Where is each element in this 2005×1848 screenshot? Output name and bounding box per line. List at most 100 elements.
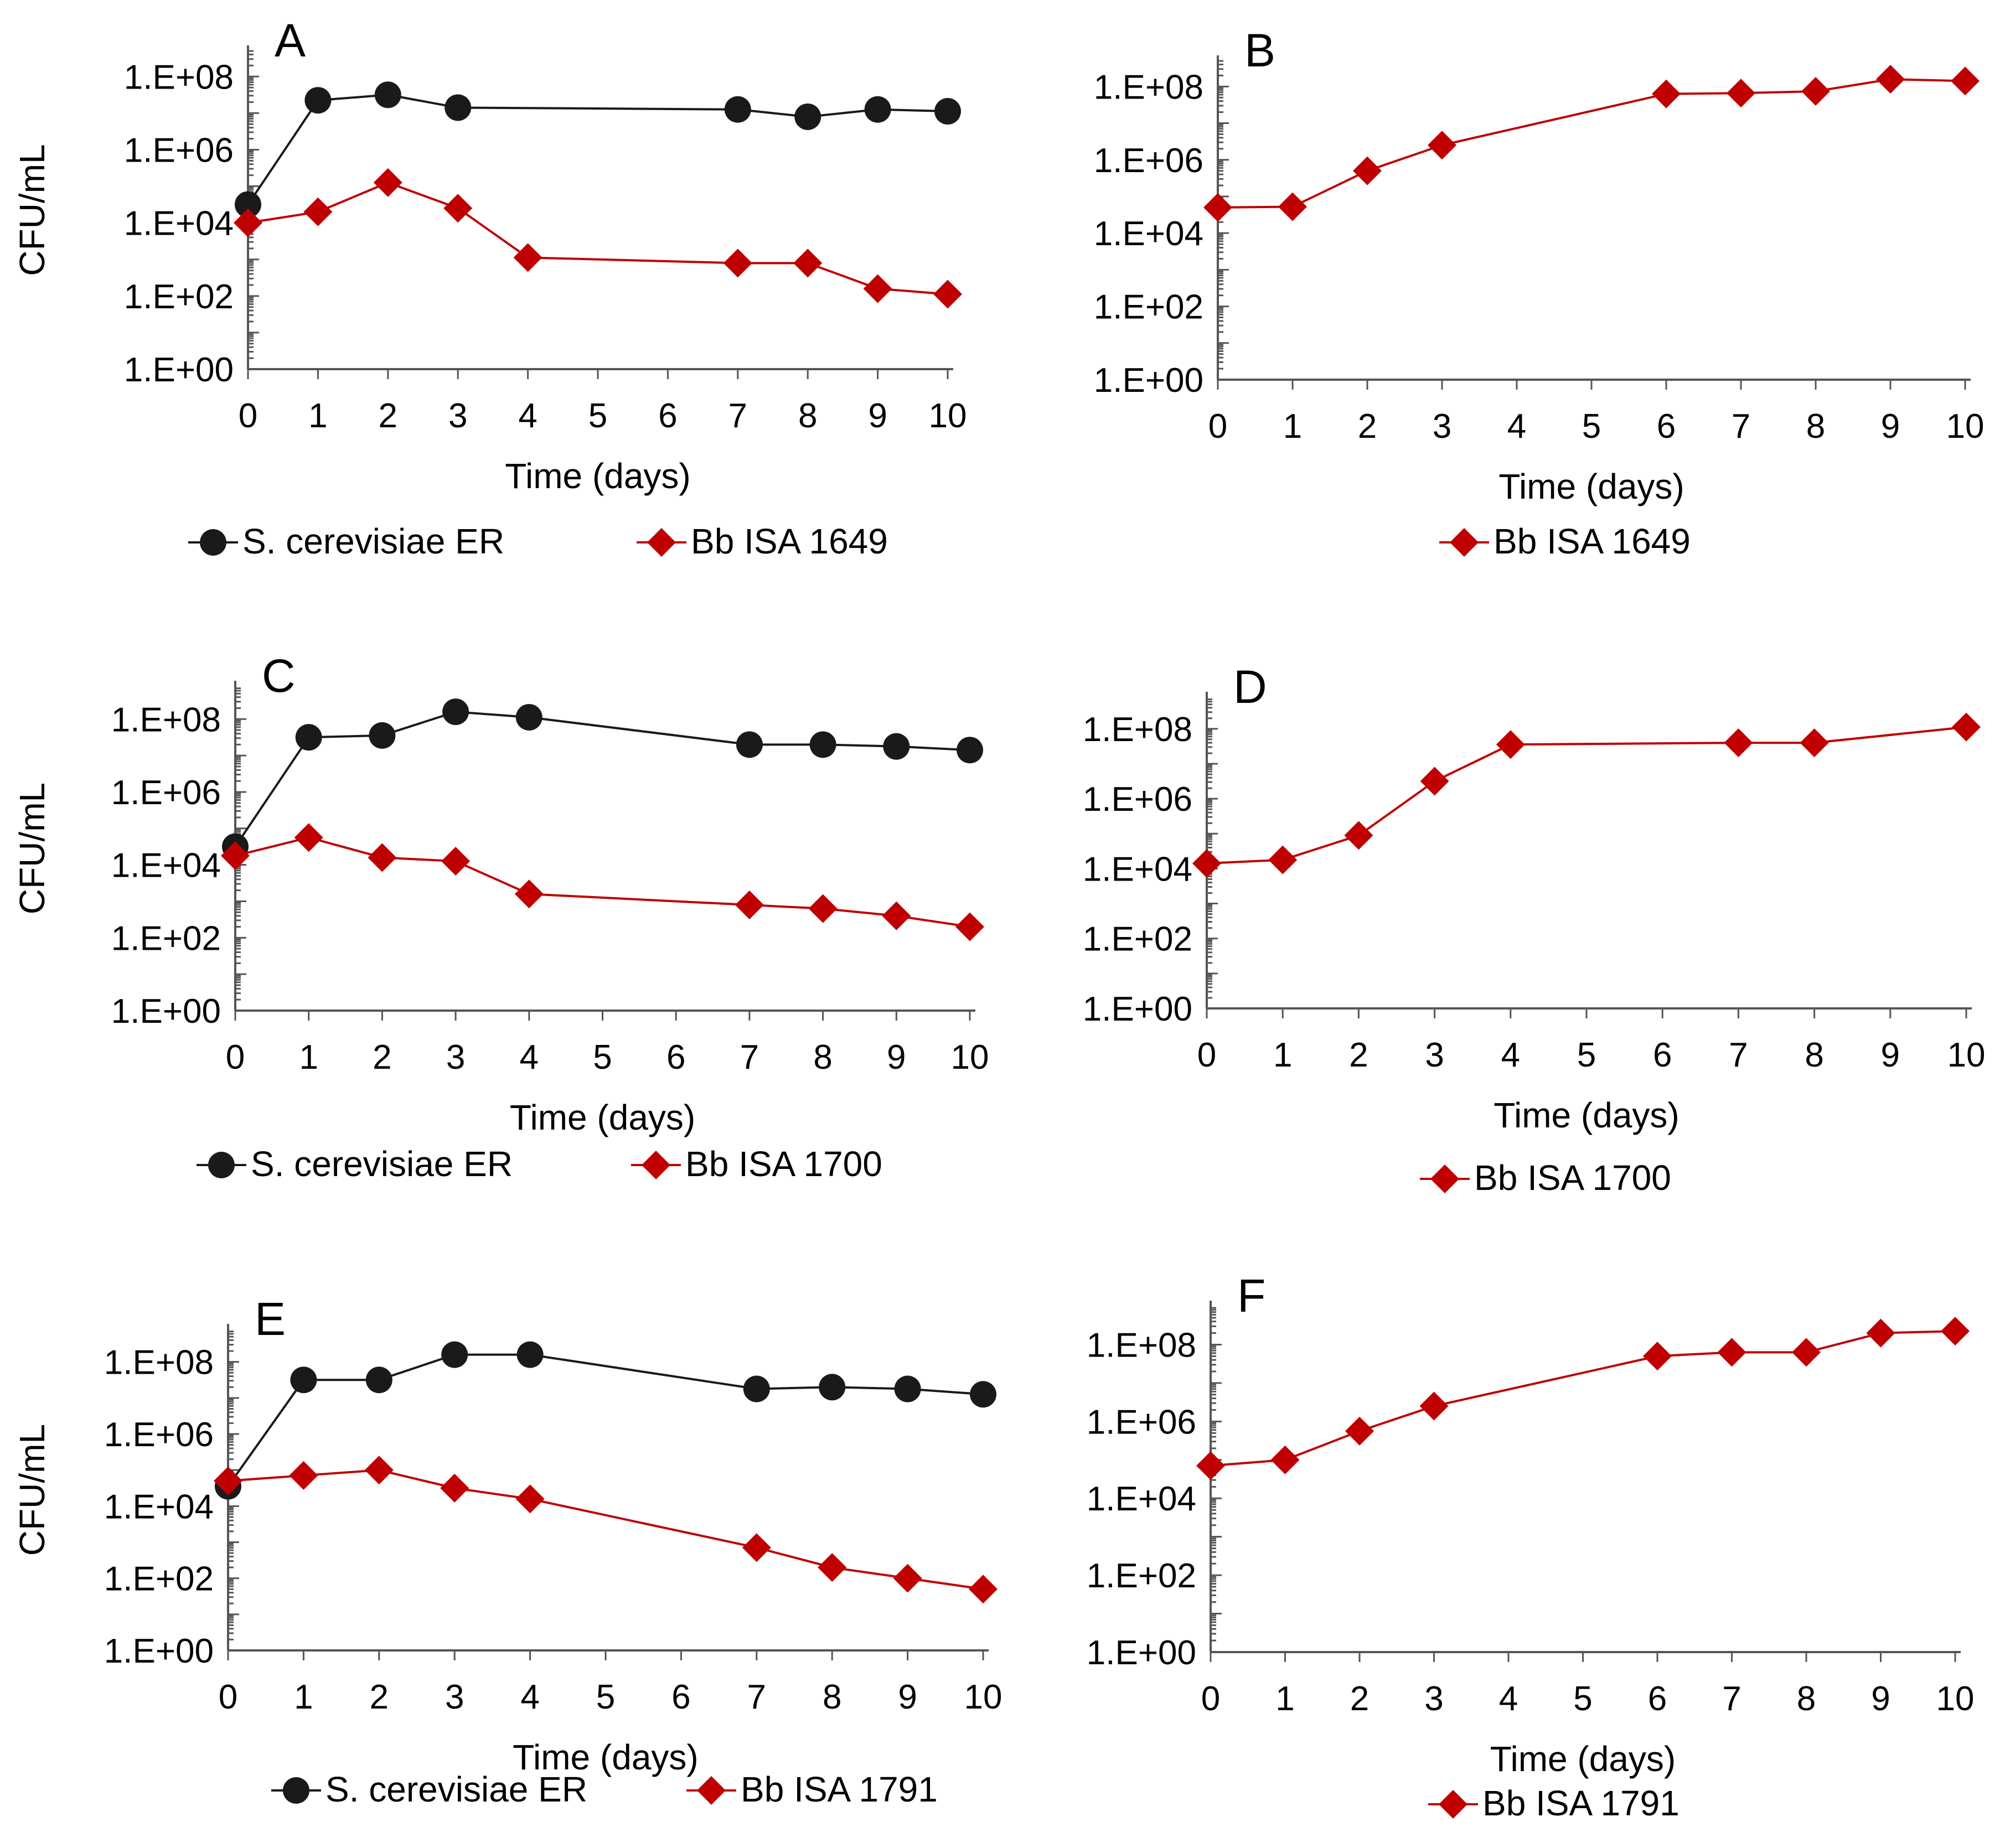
x-tick-label: 6 — [666, 1038, 685, 1076]
legend-point — [283, 1777, 309, 1804]
data-point — [743, 1375, 770, 1402]
y-axis-title: CFU/mL — [12, 144, 52, 276]
x-tick-label: 7 — [1722, 1680, 1741, 1718]
y-tick-label: 1.E+06 — [1087, 1403, 1196, 1441]
x-tick-label: 7 — [1729, 1036, 1748, 1074]
data-point — [516, 1341, 544, 1368]
x-axis-title: Time (days) — [513, 1737, 698, 1777]
data-point — [742, 1533, 771, 1562]
data-point — [934, 98, 961, 125]
data-point — [794, 103, 821, 130]
data-point — [214, 1466, 242, 1495]
x-tick-label: 3 — [445, 1678, 464, 1716]
y-tick-label: 1.E+00 — [124, 351, 234, 389]
x-tick-label: 10 — [1947, 1036, 1986, 1074]
x-tick-label: 0 — [1208, 407, 1227, 446]
data-point — [864, 96, 891, 123]
x-tick-label: 0 — [226, 1038, 245, 1076]
x-tick-label: 0 — [239, 397, 257, 435]
series-line — [228, 1469, 984, 1591]
legend-entry: Bb ISA 1791 — [1428, 1783, 1680, 1823]
data-point — [1952, 712, 1981, 742]
data-point — [515, 703, 542, 731]
y-axis-title: CFU/mL — [12, 783, 52, 914]
panel-label: E — [255, 1293, 286, 1345]
series-yeast — [235, 81, 961, 218]
data-point — [368, 843, 397, 872]
data-point — [445, 94, 472, 121]
data-point — [1496, 730, 1525, 759]
x-tick-label: 7 — [728, 397, 747, 435]
panel-label: F — [1237, 1270, 1265, 1322]
x-tick-label: 5 — [1573, 1680, 1592, 1718]
panel-label: C — [262, 650, 296, 702]
y-tick-label: 1.E+02 — [1087, 1557, 1196, 1595]
chart-panel-c: 1.E+00 1.E+02 1.E+04 1.E+06 1.E+08 0 1 2 3 4 5 6 7 8 9… — [12, 650, 989, 1184]
x-tick-label: 1 — [1273, 1036, 1292, 1074]
data-point — [969, 1575, 998, 1604]
data-point — [1268, 845, 1298, 874]
x-tick-label: 6 — [671, 1678, 690, 1716]
y-tick-label: 1.E+08 — [1087, 1326, 1196, 1364]
data-point — [441, 1341, 468, 1368]
data-point — [882, 901, 911, 930]
y-tick-label: 1.E+02 — [124, 278, 234, 316]
data-point — [364, 1456, 394, 1485]
data-point — [295, 724, 322, 751]
y-tick-label: 1.E+04 — [124, 205, 234, 243]
x-tick-label: 4 — [520, 1038, 539, 1076]
x-tick-label: 8 — [1806, 407, 1825, 446]
series-line — [1210, 1330, 1956, 1467]
x-tick-label: 5 — [588, 397, 607, 435]
x-tick-label: 1 — [294, 1678, 313, 1716]
x-tick-label: 9 — [898, 1678, 917, 1716]
x-tick-label: 2 — [379, 397, 397, 435]
data-point — [970, 1381, 996, 1408]
data-point — [1428, 131, 1456, 160]
x-tick-label: 4 — [1501, 1036, 1520, 1074]
chart-panel-f: 1.E+00 1.E+02 1.E+04 1.E+06 1.E+08 0 1 2 3 4 5 6 7 8 9… — [1087, 1270, 1975, 1823]
y-tick-label: 1.E+06 — [1094, 142, 1203, 180]
legend-entry: S. cerevisiae ER — [271, 1769, 587, 1809]
x-tick-label: 6 — [658, 397, 677, 435]
legend-point — [1450, 528, 1479, 557]
legend-entry: Bb ISA 1791 — [686, 1769, 938, 1809]
data-point — [304, 87, 332, 114]
data-point — [1278, 192, 1307, 221]
legend-point — [647, 528, 676, 557]
y-tick-label: 1.E+02 — [111, 919, 221, 957]
legend-label: Bb ISA 1649 — [691, 521, 888, 561]
x-tick-label: 8 — [823, 1678, 841, 1716]
y-tick-label: 1.E+02 — [1094, 288, 1203, 327]
x-tick-label: 3 — [1425, 1036, 1444, 1074]
legend-point — [208, 1152, 235, 1178]
series-line — [235, 836, 970, 928]
data-point — [955, 912, 984, 941]
y-tick-label: 1.E+04 — [1083, 850, 1192, 888]
data-point — [373, 168, 402, 197]
data-point — [736, 731, 763, 758]
legend-point — [1439, 1790, 1467, 1819]
x-tick-label: 10 — [1936, 1680, 1975, 1718]
x-tick-label: 0 — [1201, 1680, 1220, 1718]
x-tick-label: 1 — [299, 1038, 318, 1076]
data-point — [1876, 65, 1905, 94]
x-tick-label: 1 — [308, 397, 327, 435]
x-tick-label: 7 — [1732, 407, 1750, 446]
x-axis-title: Time (days) — [510, 1098, 695, 1137]
y-tick-label: 1.E+04 — [1094, 215, 1203, 253]
data-point — [957, 737, 983, 764]
x-tick-label: 3 — [1424, 1680, 1443, 1718]
panel-label: D — [1233, 661, 1267, 713]
data-point — [1643, 1342, 1672, 1371]
data-point — [863, 274, 892, 303]
data-point — [894, 1375, 921, 1402]
series-line — [234, 711, 970, 847]
x-tick-label: 10 — [1946, 407, 1985, 446]
data-point — [818, 1553, 847, 1582]
x-tick-label: 8 — [813, 1038, 832, 1076]
series-bb — [234, 168, 962, 309]
y-tick-label: 1.E+04 — [104, 1488, 214, 1526]
data-point — [513, 243, 542, 272]
